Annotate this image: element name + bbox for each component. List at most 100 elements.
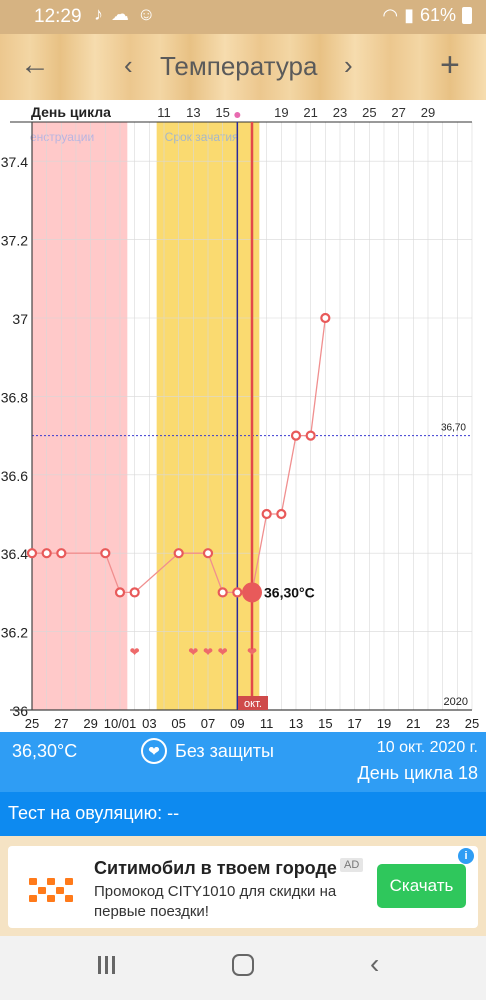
- temperature-point: [232, 587, 243, 598]
- cycle-day-label: День цикла: [31, 104, 111, 120]
- citymobil-logo-icon: [29, 878, 73, 902]
- x-tick-label: 09: [230, 716, 244, 731]
- heart-marker: ❤: [218, 645, 228, 659]
- heart-icon[interactable]: ❤: [141, 738, 167, 764]
- y-tick-label: 37.2: [1, 233, 28, 249]
- x-tick-label: 07: [201, 716, 215, 731]
- signal-icon: ▮: [404, 5, 414, 25]
- month-label: окт.: [244, 698, 262, 710]
- ad-card[interactable]: Ситимобил в твоем городе AD i Промокод C…: [8, 846, 478, 928]
- x-tick-label: 11: [260, 716, 274, 731]
- tiger-icon: ☺: [137, 4, 164, 24]
- page-title: Температура: [160, 51, 318, 81]
- heart-marker: ❤: [203, 645, 213, 659]
- y-tick-label: 36.4: [1, 546, 28, 562]
- chart-svg[interactable]: енструации Срок зачатия 36 36.2 36.4 36.6 36.8…: [0, 100, 486, 732]
- ovulation-test-label: Тест на овуляцию: --: [8, 803, 180, 823]
- x-tick-label: 21: [406, 716, 420, 731]
- system-nav-bar: ‹: [0, 936, 486, 1000]
- y-tick-label: 37.4: [1, 154, 28, 170]
- ad-title: Ситимобил в твоем городе: [94, 858, 337, 878]
- y-tick-label: 37: [12, 311, 28, 327]
- coverline-label: 36,70: [441, 423, 466, 434]
- ad-info-icon[interactable]: i: [458, 848, 474, 864]
- add-button[interactable]: +: [440, 46, 460, 84]
- cloud-icon: ☁: [111, 4, 137, 24]
- heart-marker: ❤: [188, 645, 198, 659]
- x-tick-label: 29: [83, 716, 97, 731]
- battery-icon: [462, 7, 472, 24]
- x-tick-label: 25: [25, 716, 39, 731]
- temperature-point: [56, 548, 67, 559]
- battery-percent: 61%: [419, 5, 456, 25]
- phase-band: [32, 122, 128, 710]
- cycle-day-tick: 11: [157, 105, 171, 120]
- selected-temperature: 36,30°C: [12, 741, 78, 761]
- home-icon[interactable]: [232, 954, 254, 976]
- x-tick-label: 19: [377, 716, 391, 731]
- cycle-day-tick: 13: [186, 105, 200, 120]
- prev-chart-button[interactable]: ‹: [124, 50, 133, 80]
- cycle-day-tick: 19: [274, 105, 288, 120]
- y-tick-label: 36: [12, 703, 28, 719]
- x-tick-label: 17: [347, 716, 361, 731]
- next-chart-button[interactable]: ›: [344, 50, 353, 80]
- temperature-point: [129, 587, 140, 598]
- day-info-bar[interactable]: 36,30°C ❤ Без защиты 10 окт. 2020 г. Ден…: [0, 732, 486, 792]
- x-tick-label: 15: [318, 716, 332, 731]
- status-right: ◠ ▮ 61%: [382, 5, 472, 26]
- back-arrow-icon[interactable]: ←: [20, 48, 50, 81]
- temperature-point: [114, 587, 126, 598]
- year-label: 2020: [444, 696, 468, 708]
- temperature-point: [290, 430, 302, 441]
- cycle-day-tick: 27: [391, 105, 405, 120]
- ad-text: Промокод CITY1010 для скидки на первые п…: [94, 883, 337, 920]
- y-tick-label: 36.6: [1, 468, 28, 484]
- protection-status: Без защиты: [175, 741, 274, 761]
- selected-point: [242, 582, 262, 603]
- temperature-point: [26, 548, 38, 559]
- x-tick-label: 13: [289, 716, 303, 731]
- x-tick-label: 10/01: [104, 716, 137, 731]
- temperature-point: [100, 548, 111, 559]
- tiktok-icon: ♪: [94, 4, 111, 24]
- temperature-point: [305, 430, 316, 441]
- temperature-point: [202, 548, 214, 559]
- cycle-day-tick: 29: [421, 105, 435, 120]
- cycle-day-tick: 25: [362, 105, 376, 120]
- status-bar: 12:29 ♪☁☺ ◠ ▮ 61%: [0, 0, 486, 34]
- selected-point-label: 36,30°C: [264, 584, 315, 600]
- selected-date: 10 окт. 2020 г.: [376, 739, 478, 756]
- toolbar: ← ‹ Температура › +: [0, 34, 486, 100]
- heart-marker: ❤: [130, 645, 140, 659]
- ad-download-button[interactable]: Скачать: [377, 864, 466, 908]
- temperature-chart[interactable]: енструации Срок зачатия 36 36.2 36.4 36.6 36.8…: [0, 100, 486, 732]
- temperature-point: [320, 312, 331, 324]
- x-tick-label: 05: [171, 716, 185, 731]
- cycle-day-tick: 23: [333, 105, 347, 120]
- phase-label: енструации: [30, 130, 94, 144]
- y-tick-label: 36.8: [1, 389, 28, 405]
- temperature-point: [217, 587, 228, 598]
- x-tick-label: 23: [435, 716, 449, 731]
- status-time: 12:29: [34, 6, 82, 27]
- cycle-day: День цикла 18: [357, 763, 479, 783]
- ovulation-marker-dot: [234, 112, 241, 118]
- x-tick-label: 25: [465, 716, 479, 731]
- wifi-icon: ◠: [382, 5, 399, 25]
- temperature-point: [41, 548, 52, 559]
- x-tick-label: 27: [54, 716, 68, 731]
- ovulation-test-row[interactable]: Тест на овуляцию: --: [0, 792, 486, 836]
- month-label-bg: [238, 696, 268, 710]
- ad-badge: AD: [340, 858, 364, 872]
- y-tick-label: 36.2: [1, 625, 28, 641]
- ad-banner: Ситимобил в твоем городе AD i Промокод C…: [0, 836, 486, 936]
- temperature-line: [32, 317, 326, 594]
- phase-label: Срок зачатия: [165, 130, 239, 144]
- system-back-icon[interactable]: ‹: [370, 948, 380, 979]
- x-tick-label: 03: [142, 716, 156, 731]
- heart-marker: ❤: [247, 645, 257, 659]
- cycle-day-tick: 15: [215, 105, 229, 120]
- notification-icons: ♪☁☺: [94, 4, 163, 25]
- recent-apps-icon[interactable]: [98, 956, 120, 976]
